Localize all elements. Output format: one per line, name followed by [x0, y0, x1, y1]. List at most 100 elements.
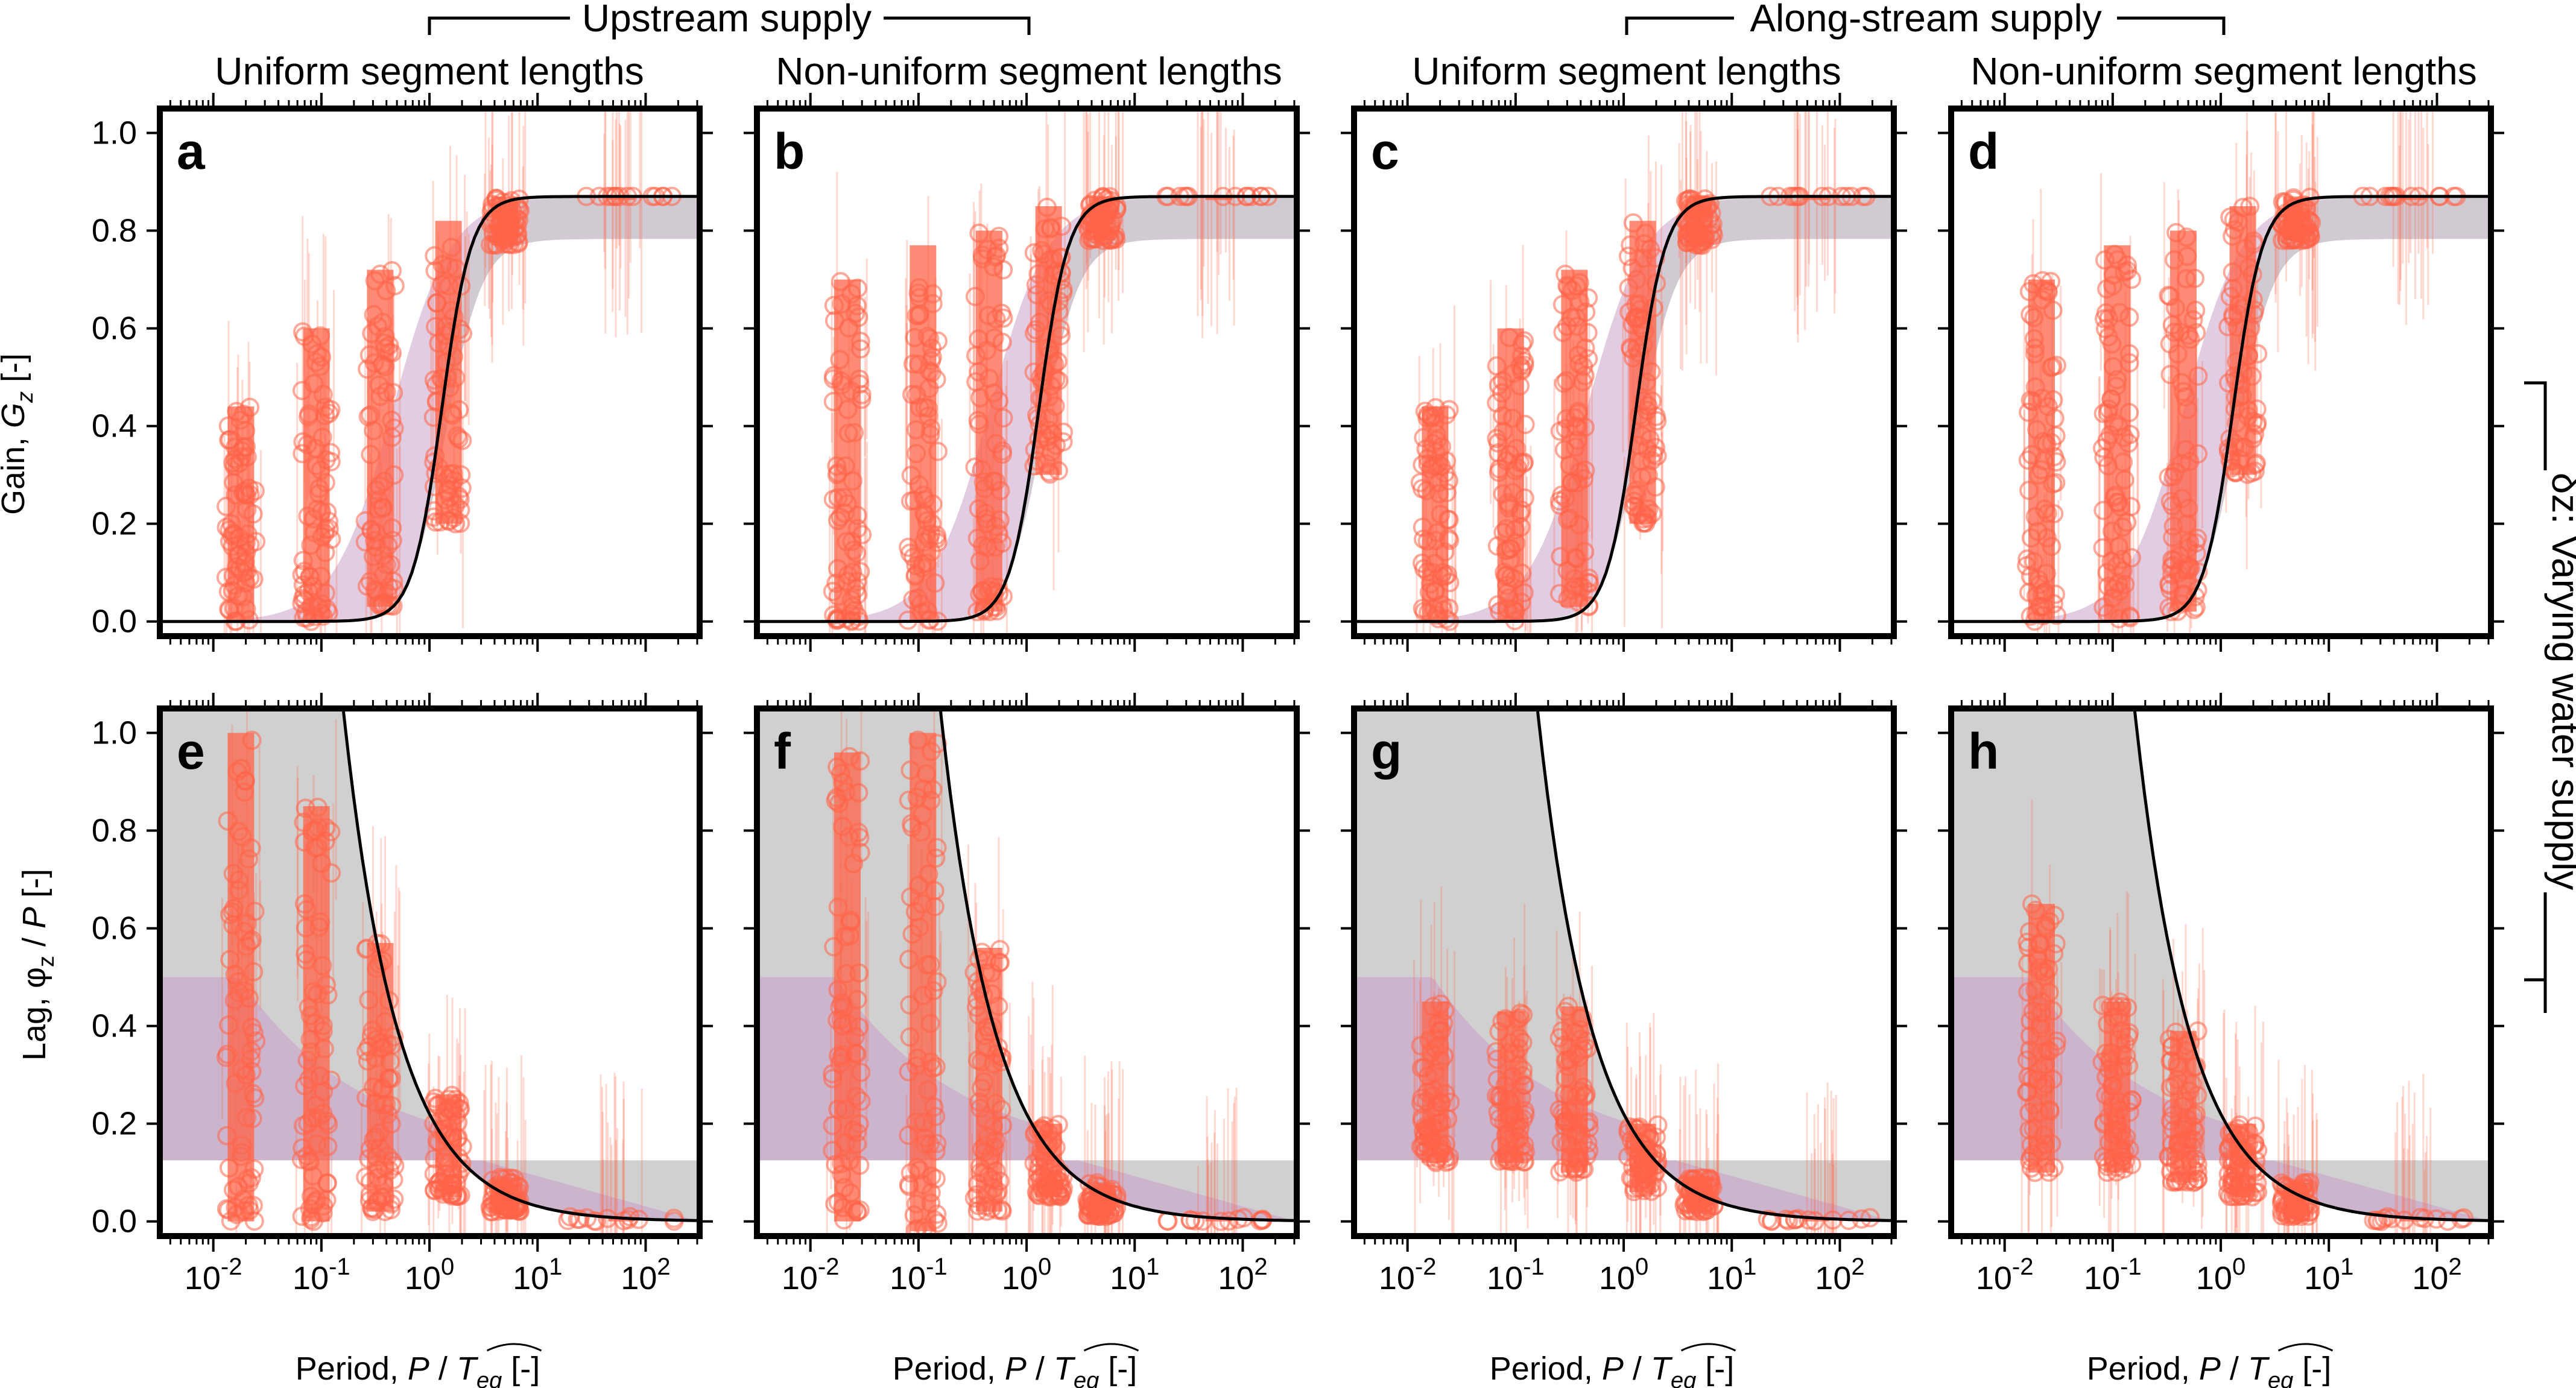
cluster-core — [2028, 279, 2055, 622]
plot-area — [1951, 109, 2491, 636]
hat-accent — [2277, 1343, 2334, 1352]
column-title-1: Uniform segment lengths — [215, 49, 644, 93]
model-curve — [1951, 195, 2491, 623]
plot-area — [1354, 109, 1894, 636]
lag-axis-title: Lag, φz / P [-] — [16, 869, 59, 1061]
cluster-core — [2104, 245, 2131, 622]
model-curve — [341, 708, 700, 1222]
cluster-core — [834, 279, 861, 622]
cluster-0 — [823, 171, 872, 636]
hat-accent — [486, 1343, 542, 1352]
cluster-1 — [898, 196, 948, 636]
data-point — [1758, 1210, 1777, 1229]
grey-band — [1951, 196, 2491, 622]
x-axis-title: Period, P / Teq [-] — [2087, 1351, 2331, 1388]
cluster-core — [975, 230, 1002, 612]
y-tick-label: 1.0 — [92, 715, 137, 751]
x-tick-label: 100 — [2196, 1254, 2245, 1296]
cluster-core — [2104, 1002, 2131, 1173]
cluster-2 — [2159, 182, 2208, 636]
cluster-5 — [1761, 109, 1876, 343]
cluster-2 — [356, 826, 405, 1236]
cluster-5 — [2364, 1073, 2473, 1236]
x-tick-label: 102 — [1815, 1254, 1864, 1296]
cluster-1 — [1486, 903, 1535, 1236]
plot-area — [160, 109, 700, 636]
y-tick-label: 1.0 — [92, 115, 137, 151]
cluster-core — [1422, 406, 1449, 622]
panel-letter: c — [1371, 123, 1399, 180]
cluster-core — [1497, 328, 1524, 622]
grey-band — [1354, 196, 1894, 622]
cluster-1 — [2092, 891, 2142, 1236]
envelope-band — [1951, 196, 2491, 622]
cluster-core — [227, 406, 255, 622]
cluster-4 — [1077, 109, 1127, 352]
panel-letter: a — [177, 123, 206, 180]
y-tick-label: 0.6 — [92, 311, 137, 347]
cluster-4 — [2271, 1059, 2320, 1236]
panel-a: a 0.0 0.2 0.4 0.6 0.8 1.0 — [92, 93, 713, 652]
cluster-core — [910, 733, 937, 1231]
group-title-upstream-text: Upstream supply — [582, 0, 872, 40]
panel-e: e 0.0 0.2 0.4 0.6 0.8 1.0 10-2 10-1 100 101 102 — [92, 693, 713, 1296]
cluster-core — [227, 733, 255, 1222]
cluster-1 — [1487, 245, 1535, 636]
y-tick-label: 0.0 — [92, 604, 137, 640]
cluster-5 — [2353, 109, 2466, 325]
cluster-core — [2399, 196, 2426, 200]
cluster-1 — [292, 216, 341, 636]
x-tick-label: 102 — [2412, 1254, 2461, 1296]
cluster-0 — [2017, 799, 2066, 1236]
data-point — [1860, 1208, 1880, 1228]
data-point — [1776, 1210, 1796, 1229]
plot-area — [1951, 708, 2491, 1236]
cluster-4 — [480, 1055, 530, 1236]
group-bracket-alongstream — [1625, 16, 2226, 35]
cluster-3 — [1024, 109, 1073, 590]
panel-letter: e — [177, 723, 205, 780]
cluster-core — [910, 245, 937, 622]
y-tick-label: 0.2 — [92, 1106, 137, 1142]
cluster-3 — [423, 145, 473, 628]
cluster-core — [608, 196, 635, 200]
panel-letter: g — [1371, 723, 1402, 780]
cluster-core — [367, 270, 394, 607]
panel-letter: f — [774, 723, 791, 780]
model-curve — [938, 708, 1297, 1222]
panel-letter: h — [1968, 723, 1999, 780]
cluster-0 — [1411, 886, 1460, 1236]
y-tick-label: 0.2 — [92, 506, 137, 542]
grey-band — [160, 196, 700, 622]
cluster-3 — [1024, 982, 1073, 1236]
group-bracket-upstream — [428, 16, 1031, 35]
cluster-core — [2169, 230, 2197, 612]
cluster-core — [303, 806, 330, 1222]
cluster-core — [1561, 270, 1588, 607]
data-point — [570, 1210, 590, 1229]
panel-letter: b — [774, 123, 805, 180]
plot-area — [1354, 708, 1894, 1236]
column-title-2: Non-uniform segment lengths — [776, 49, 1282, 93]
cluster-core — [367, 942, 394, 1212]
cluster-2 — [355, 214, 405, 636]
cluster-4 — [480, 109, 530, 363]
cluster-2 — [1549, 230, 1600, 636]
panel-f: f 10-2 10-1 100 101 102 — [744, 693, 1310, 1296]
cluster-0 — [2017, 189, 2066, 636]
group-title-alongstream-text: Along-stream supply — [1750, 0, 2101, 40]
hat-accent — [1680, 1343, 1736, 1352]
plot-area — [757, 109, 1297, 636]
panel-letter: d — [1968, 123, 1999, 180]
y-tick-label: 0.0 — [92, 1203, 137, 1240]
cluster-0 — [1410, 305, 1460, 636]
panel-g: g 10-2 10-1 100 101 102 — [1341, 693, 1907, 1296]
panel-c: c — [1341, 93, 1907, 652]
cluster-1 — [292, 719, 341, 1236]
x-tick-label: 101 — [513, 1254, 562, 1296]
x-tick-label: 10-2 — [782, 1254, 840, 1296]
cluster-core — [1205, 196, 1232, 200]
cluster-4 — [1676, 109, 1723, 376]
cluster-5 — [577, 109, 682, 338]
column-title-3: Uniform segment lengths — [1412, 49, 1841, 93]
